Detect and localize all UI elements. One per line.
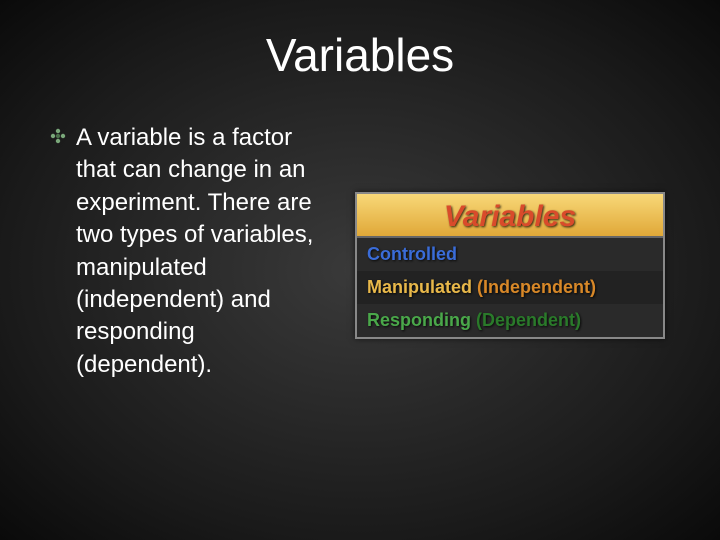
variables-card-header: Variables (357, 194, 663, 238)
text-column: A variable is a factor that can change i… (50, 122, 330, 381)
variable-type-label: Manipulated (367, 277, 472, 297)
body-text: A variable is a factor that can change i… (76, 122, 330, 381)
variables-card-rows: ControlledManipulated (Independent)Respo… (357, 238, 663, 337)
variables-card-row: Responding (Dependent) (357, 304, 663, 337)
variable-type-label: Controlled (367, 244, 457, 264)
slide-title: Variables (50, 28, 670, 82)
variables-card: Variables Controlled Manipulated (Indepen… (355, 192, 665, 339)
variables-card-row: Controlled (357, 238, 663, 271)
graphic-column: Variables Controlled Manipulated (Indepen… (350, 192, 670, 339)
slide: Variables A variable is a factor that ca… (0, 0, 720, 540)
variable-type-paren: (Dependent) (476, 310, 581, 330)
variable-type-label: Responding (367, 310, 471, 330)
variable-type-paren: (Independent) (477, 277, 596, 297)
flower-bullet-icon (50, 128, 66, 381)
variables-card-row: Manipulated (Independent) (357, 271, 663, 304)
content-row: A variable is a factor that can change i… (50, 122, 670, 381)
